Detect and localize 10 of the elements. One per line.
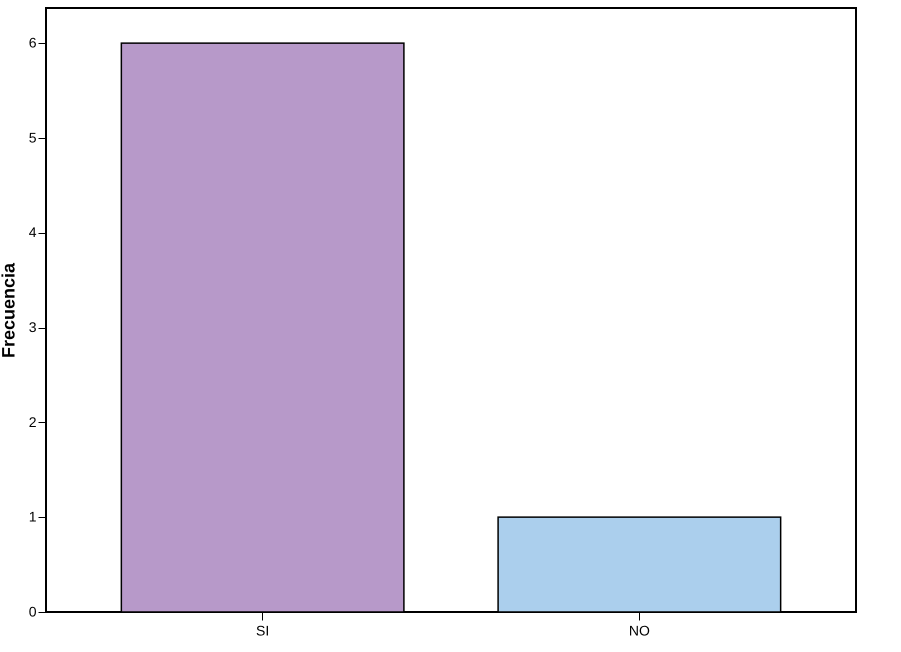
y-tick-label: 1: [28, 508, 37, 525]
y-axis-title: Frecuencia: [0, 262, 19, 358]
x-tick-label: SI: [256, 622, 270, 638]
y-tick-label: 4: [28, 224, 37, 240]
y-tick-label: 2: [28, 414, 37, 430]
y-tick-label: 3: [28, 319, 37, 336]
y-tick-label: 5: [28, 129, 37, 146]
y-tick-label: 0: [28, 604, 37, 620]
y-tick-label: 6: [28, 34, 37, 51]
x-tick-label: NO: [628, 622, 650, 638]
